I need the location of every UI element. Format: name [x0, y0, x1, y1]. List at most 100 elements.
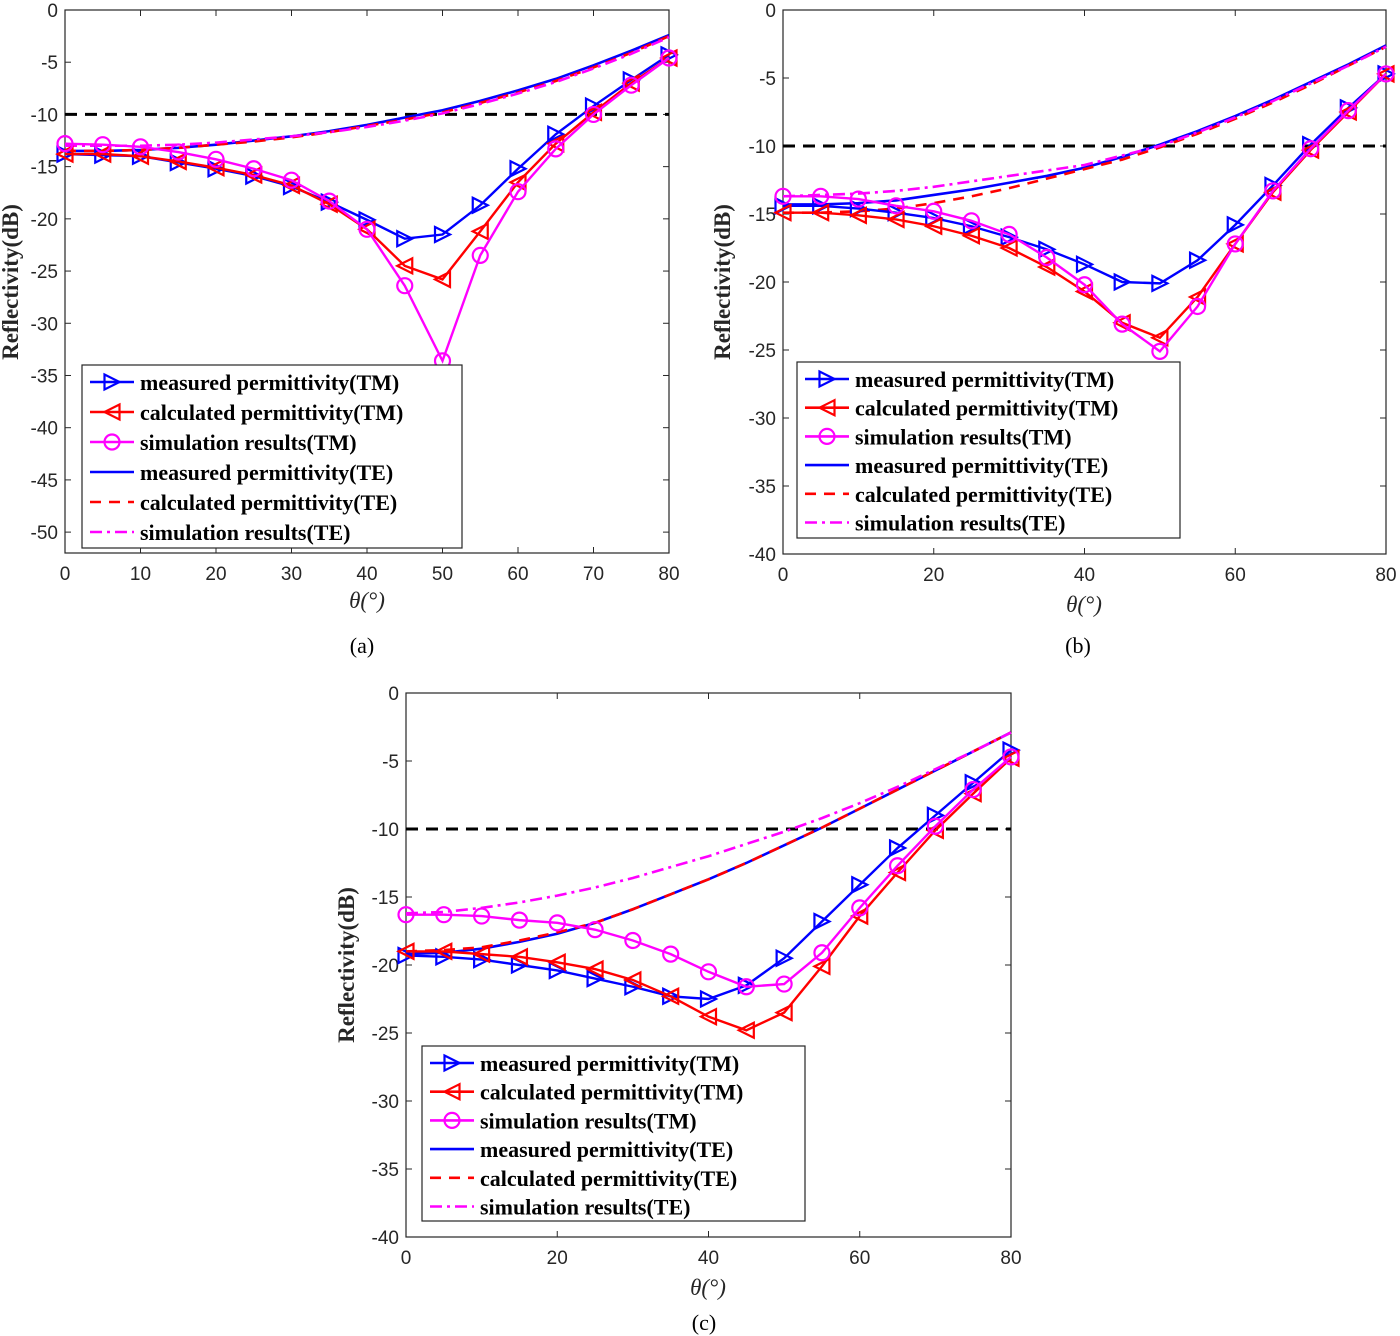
x-tick-label: 0 — [60, 564, 71, 585]
y-tick-label: -20 — [31, 210, 58, 231]
data-point-triangle-right — [888, 838, 908, 858]
x-axis-label: θ(°) — [349, 588, 385, 613]
data-point-triangle-left — [471, 944, 491, 964]
legend-label: simulation results(TE) — [855, 511, 1065, 536]
data-point-triangle-left — [698, 1007, 718, 1026]
data-point-triangle-left — [168, 152, 187, 171]
data-point-circle — [131, 138, 150, 156]
legend-label: calculated permittivity(TE) — [855, 482, 1112, 507]
data-point-circle — [282, 171, 301, 189]
legend: measured permittivity(TM) calculated perm… — [421, 1045, 806, 1222]
data-point-circle — [584, 105, 603, 124]
y-tick-label: -10 — [749, 137, 776, 158]
y-tick-label: -30 — [749, 409, 776, 430]
data-point-triangle-left — [811, 957, 831, 976]
data-point-circle — [207, 150, 225, 168]
x-tick-label: 30 — [281, 564, 302, 585]
data-point-triangle-left — [243, 165, 263, 185]
data-point-triangle-right — [433, 225, 453, 244]
data-point-triangle-right — [1075, 255, 1095, 274]
x-tick-label: 60 — [1225, 565, 1246, 586]
legend-item: measured permittivity(TM) — [90, 370, 399, 395]
x-tick-label: 40 — [698, 1248, 719, 1269]
data-point-triangle-right — [584, 96, 604, 116]
y-tick-label: -5 — [759, 69, 776, 90]
data-point-circle — [56, 135, 74, 153]
series-line — [783, 73, 1387, 353]
legend-item: simulation results(TM) — [90, 430, 357, 455]
data-point-triangle-left — [470, 222, 489, 241]
y-tick-label: -5 — [382, 752, 399, 773]
data-point-triangle-right — [851, 875, 870, 895]
y-tick-label: 0 — [765, 1, 776, 22]
data-point-circle — [926, 817, 944, 835]
legend-label: calculated permittivity(TM) — [140, 400, 403, 425]
series-calculated-permittivity-te- — [783, 45, 1387, 214]
y-tick-label: -15 — [749, 205, 776, 226]
data-point-triangle-left — [394, 256, 414, 276]
data-point-triangle-left — [886, 210, 905, 229]
data-point-triangle-left — [509, 947, 529, 967]
legend-label: simulation results(TM) — [140, 430, 357, 455]
y-tick-label: -15 — [372, 888, 399, 909]
data-point-circle — [962, 212, 981, 230]
series-line — [783, 45, 1387, 214]
legend-item: calculated permittivity(TM) — [805, 396, 1118, 421]
data-point-circle — [775, 975, 793, 993]
data-point-triangle-right — [1113, 272, 1133, 292]
data-point-triangle-left — [92, 144, 112, 164]
series-line — [783, 73, 1387, 285]
data-point-triangle-left — [585, 959, 604, 979]
x-tick-label: 40 — [356, 564, 377, 585]
legend-label: measured permittivity(TE) — [140, 460, 393, 485]
data-point-circle — [320, 192, 338, 210]
x-tick-label: 10 — [130, 564, 151, 585]
y-tick-label: -20 — [372, 956, 399, 977]
data-point-circle — [510, 911, 529, 929]
data-point-circle — [699, 963, 718, 981]
series-line — [64, 57, 670, 364]
data-point-triangle-right — [586, 969, 606, 988]
y-tick-label: -10 — [31, 105, 58, 126]
data-point-triangle-right — [509, 159, 528, 179]
legend-label: calculated permittivity(TM) — [855, 396, 1118, 421]
x-tick-label: 80 — [658, 564, 679, 585]
data-point-triangle-left — [130, 146, 150, 166]
data-point-circle — [888, 857, 907, 875]
data-point-triangle-right — [1151, 274, 1170, 293]
legend-item: simulation results(TM) — [430, 1108, 697, 1133]
data-point-triangle-left — [817, 398, 836, 417]
legend-item: measured permittivity(TE) — [805, 453, 1108, 478]
legend-item: measured permittivity(TE) — [90, 460, 393, 485]
data-point-triangle-left — [442, 1082, 461, 1101]
data-point-circle — [473, 907, 491, 925]
data-point-circle — [812, 187, 830, 205]
data-point-circle — [662, 945, 680, 963]
x-tick-label: 20 — [923, 565, 944, 586]
x-tick-label: 40 — [1074, 565, 1095, 586]
data-point-circle — [1000, 225, 1018, 243]
data-point-circle — [509, 183, 527, 201]
y-tick-label: 0 — [47, 1, 58, 22]
legend-label: measured permittivity(TE) — [855, 453, 1108, 478]
data-point-circle — [396, 277, 414, 295]
data-point-triangle-left — [849, 906, 869, 926]
x-tick-label: 70 — [583, 564, 604, 585]
data-point-triangle-left — [848, 206, 867, 225]
data-point-circle — [774, 187, 792, 205]
data-point-circle — [586, 921, 604, 939]
legend-label: calculated permittivity(TE) — [140, 490, 397, 515]
data-point-triangle-left — [887, 863, 907, 882]
data-point-triangle-right — [775, 948, 795, 968]
series-simulation-results-te- — [405, 731, 1012, 915]
data-point-circle — [94, 136, 112, 154]
data-point-triangle-left — [961, 226, 981, 246]
y-tick-label: -50 — [31, 523, 58, 544]
data-point-circle — [1002, 748, 1020, 766]
data-point-triangle-left — [774, 1003, 793, 1022]
data-point-triangle-left — [810, 203, 830, 222]
y-tick-label: -30 — [372, 1092, 399, 1113]
legend-item: measured permittivity(TM) — [430, 1051, 739, 1076]
legend-item: calculated permittivity(TM) — [90, 400, 403, 425]
data-point-triangle-left — [1187, 287, 1207, 307]
